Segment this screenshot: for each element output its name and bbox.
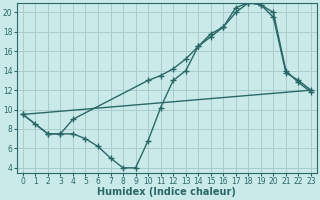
X-axis label: Humidex (Indice chaleur): Humidex (Indice chaleur) xyxy=(98,187,236,197)
